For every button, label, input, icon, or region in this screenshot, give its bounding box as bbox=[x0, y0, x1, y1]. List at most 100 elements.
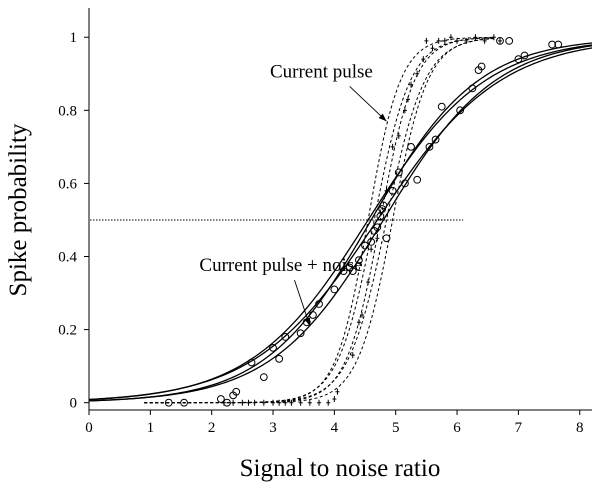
pulse-data-point bbox=[231, 399, 236, 406]
pulse-data-point bbox=[326, 399, 331, 406]
pulse-data-point bbox=[307, 399, 312, 406]
pulse-data-point bbox=[378, 209, 383, 216]
noise-data-point bbox=[413, 175, 422, 184]
noise-data-point bbox=[388, 186, 397, 195]
pulse-data-point bbox=[491, 34, 496, 41]
pulse-data-point bbox=[298, 399, 303, 406]
pulse-data-point bbox=[415, 70, 420, 77]
y-tick-label: 0 bbox=[70, 396, 78, 412]
noise-data-point bbox=[437, 102, 446, 111]
pulse-data-point bbox=[252, 399, 257, 406]
pulse-data-point bbox=[405, 96, 410, 103]
pulse-data-point bbox=[390, 143, 395, 150]
noise-data-point bbox=[281, 333, 290, 341]
noise-data-point bbox=[355, 256, 363, 265]
y-tick-label: 0.8 bbox=[58, 103, 77, 119]
noise-fit-curve bbox=[88, 47, 593, 401]
pulse-data-point bbox=[221, 399, 226, 406]
noise-data-point bbox=[379, 201, 388, 210]
x-tick-label: 5 bbox=[392, 420, 400, 436]
pulse-fit-curve bbox=[144, 38, 494, 404]
noise-data-point bbox=[259, 373, 268, 382]
pulse-data-point bbox=[430, 45, 435, 52]
pulse-data-point bbox=[402, 107, 407, 114]
current-pulse-noise-label: Current pulse + noise bbox=[199, 255, 362, 276]
pulse-data-point bbox=[317, 399, 322, 406]
pulse-data-point bbox=[421, 56, 426, 63]
pulse-data-point bbox=[240, 399, 245, 406]
pulse-data-point bbox=[283, 399, 288, 406]
noise-data-point bbox=[275, 354, 284, 363]
noise-data-point bbox=[431, 135, 440, 144]
noise-data-point bbox=[339, 267, 348, 276]
noise-data-point bbox=[164, 398, 173, 407]
pulse-data-point bbox=[384, 187, 389, 194]
x-tick-label: 6 bbox=[453, 420, 461, 436]
noise-data-point bbox=[361, 241, 369, 250]
pulse-data-point bbox=[409, 81, 414, 88]
y-tick-label: 0.2 bbox=[58, 323, 77, 339]
noise-data-point bbox=[394, 168, 403, 177]
x-tick-label: 0 bbox=[85, 420, 93, 436]
noise-data-point bbox=[554, 40, 563, 49]
pulse-data-point bbox=[246, 399, 251, 406]
noise-data-point bbox=[514, 55, 523, 64]
y-tick-label: 0.4 bbox=[58, 250, 77, 266]
pulse-data-point bbox=[261, 399, 266, 406]
pulse-data-point bbox=[359, 311, 364, 318]
pulse-data-point bbox=[497, 37, 502, 44]
noise-data-point bbox=[520, 51, 529, 60]
x-tick-label: 1 bbox=[147, 420, 155, 436]
x-tick-label: 4 bbox=[331, 420, 339, 436]
pulse-data-point bbox=[289, 399, 294, 406]
x-tick-label: 8 bbox=[576, 420, 584, 436]
noise-data-point bbox=[505, 36, 514, 45]
pulse-fit-curve bbox=[144, 37, 494, 404]
noise-data-point bbox=[269, 343, 277, 352]
pulse-data-point bbox=[369, 246, 374, 253]
pulse-data-point bbox=[455, 37, 460, 44]
pulse-data-point bbox=[473, 34, 478, 41]
annotation-arrow-head bbox=[304, 317, 311, 326]
noise-data-point bbox=[180, 398, 188, 407]
noise-data-point bbox=[367, 237, 376, 246]
axes: 0 1 2 3 4 5 6 7 8 0 0.2 0.4 0.6 0.8 1 bbox=[58, 8, 592, 436]
noise-data-point bbox=[216, 395, 225, 403]
noise-data-point bbox=[496, 36, 504, 45]
noise-data-point bbox=[308, 311, 317, 319]
noise-data-point bbox=[330, 285, 339, 294]
annotation-arrow-head bbox=[378, 113, 387, 122]
annotation-arrow-line bbox=[294, 279, 311, 327]
noise-data-point bbox=[296, 329, 305, 338]
pulse-data-point bbox=[332, 396, 337, 403]
pulse-data-point bbox=[335, 388, 340, 395]
pulse-data-point bbox=[277, 399, 282, 406]
pulse-data-point bbox=[482, 37, 487, 44]
y-axis-label: Spike probability bbox=[5, 123, 32, 296]
noise-data-point bbox=[232, 387, 241, 396]
pulse-data-point bbox=[436, 37, 441, 44]
current-pulse-label: Current pulse bbox=[270, 61, 373, 82]
pulse-data-point bbox=[424, 37, 429, 44]
noise-data-point bbox=[468, 84, 477, 93]
noise-fit-curve bbox=[88, 42, 593, 402]
noise-data-point bbox=[373, 223, 382, 232]
pulse-data-point bbox=[464, 37, 469, 44]
noise-data-point bbox=[456, 106, 465, 115]
noise-data-point bbox=[401, 179, 409, 188]
noise-data-point bbox=[548, 40, 557, 49]
noise-data-point bbox=[425, 142, 434, 151]
noise-data-point bbox=[477, 62, 486, 71]
pulse-data-point bbox=[356, 319, 361, 326]
pulse-fit-curve bbox=[144, 37, 494, 404]
noise-data-point bbox=[382, 234, 391, 243]
annotations: Current pulse Current pulse + noise bbox=[199, 61, 387, 327]
y-tick-label: 0.6 bbox=[58, 176, 77, 192]
noise-data-point bbox=[247, 358, 256, 367]
pulse-data-point bbox=[442, 37, 447, 44]
noise-data-point bbox=[348, 267, 357, 276]
noise-data-point bbox=[315, 300, 323, 308]
noise-fit-curve bbox=[88, 45, 593, 402]
x-tick-label: 2 bbox=[208, 420, 216, 436]
